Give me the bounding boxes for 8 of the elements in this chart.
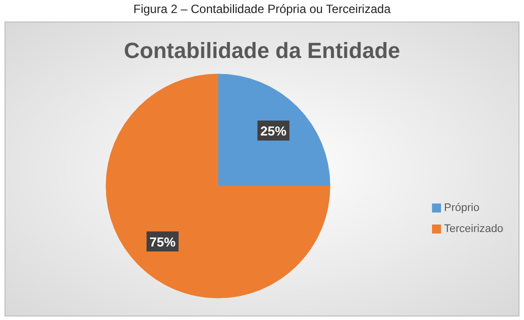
pie-slice <box>218 74 330 186</box>
pie-slice <box>106 74 330 298</box>
data-label: 75% <box>150 234 176 250</box>
data-label: 25% <box>260 124 287 139</box>
legend-label: Terceirizado <box>444 223 504 235</box>
legend-label: Próprio <box>444 202 480 214</box>
text: Figura 2 – Contabilidade Própria ou Terceirizada <box>133 2 391 16</box>
chart-title: Contabilidade da Entidade <box>124 38 400 63</box>
